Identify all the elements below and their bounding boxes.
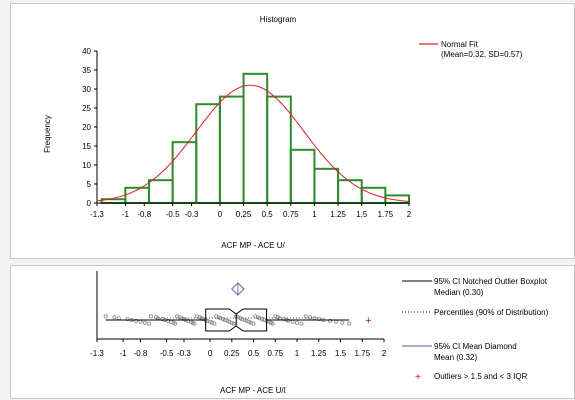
boxplot-point-78 bbox=[334, 319, 339, 324]
boxplot-point-80 bbox=[347, 321, 352, 326]
legend-mean-diamond-label: 95% CI Mean Diamond bbox=[434, 342, 517, 351]
x-tick-label-6: 0.25 bbox=[236, 210, 252, 219]
boxplot-x-tick-label-2: -0.8 bbox=[134, 349, 148, 358]
boxplot-point-53 bbox=[251, 321, 256, 326]
boxplot-x-tick-label-9: 1 bbox=[295, 349, 300, 358]
x-tick-label-8: 0.75 bbox=[283, 210, 299, 219]
boxplot-point-68 bbox=[286, 318, 291, 323]
boxplot-notched-box bbox=[205, 308, 268, 332]
boxplot-x-tick-label-7: 0.5 bbox=[248, 349, 260, 358]
boxplot-point-9 bbox=[148, 314, 153, 319]
boxplot-x-tick-label-5: 0 bbox=[208, 349, 213, 358]
x-tick-label-0: -1.3 bbox=[90, 210, 104, 219]
boxplot-point-35 bbox=[212, 321, 217, 326]
boxplot-point-62 bbox=[270, 321, 275, 326]
x-tick-label-7: 0.5 bbox=[262, 210, 274, 219]
x-tick-label-1: -1 bbox=[122, 210, 130, 219]
boxplot-x-tick-label-4: -0.3 bbox=[177, 349, 191, 358]
legend-normal-fit-label: Normal Fit bbox=[441, 40, 479, 49]
x-tick-label-3: -0.5 bbox=[166, 210, 180, 219]
boxplot-outlier-0: + bbox=[365, 315, 371, 327]
x-tick-label-2: -0.8 bbox=[137, 210, 151, 219]
boxplot-point-26 bbox=[192, 321, 197, 326]
boxplot-point-79 bbox=[340, 320, 345, 325]
x-tick-label-12: 1.75 bbox=[378, 210, 394, 219]
x-tick-label-10: 1.25 bbox=[330, 210, 346, 219]
histogram-bar-2 bbox=[148, 179, 174, 204]
y-axis-label: Frequency bbox=[43, 115, 52, 153]
y-tick-label-2: 10 bbox=[82, 161, 91, 170]
boxplot-point-8 bbox=[147, 321, 152, 326]
histogram-bar-6 bbox=[242, 72, 269, 204]
y-tick-label-0: 0 bbox=[87, 199, 92, 208]
boxplot-body: + bbox=[105, 282, 372, 332]
boxplot-x-axis-label: ACF MP - ACE U/I bbox=[220, 386, 286, 395]
legend-mean-label: Mean (0.32) bbox=[434, 353, 477, 362]
histogram-bar-8 bbox=[289, 148, 316, 205]
boxplot-point-17 bbox=[173, 321, 178, 326]
legend-normal-fit-params: (Mean=0.32, SD=0.57) bbox=[441, 50, 523, 59]
histogram-panel: Histogram Frequency ACF MP - ACE U/ 0 5 10… bbox=[10, 3, 575, 259]
boxplot-point-5 bbox=[134, 318, 139, 323]
legend-boxplot-label: 95% CI Notched Outlier Boxplot bbox=[434, 277, 548, 286]
histogram-bar-3 bbox=[171, 141, 198, 204]
y-tick-label-1: 5 bbox=[87, 180, 92, 189]
boxplot-x-tick-label-6: 0.25 bbox=[224, 349, 240, 358]
boxplot-legend: 95% CI Notched Outlier Boxplot Median (0… bbox=[402, 277, 549, 383]
boxplot-point-77 bbox=[328, 318, 333, 323]
boxplot-point-75 bbox=[316, 317, 321, 322]
boxplot-point-70 bbox=[295, 320, 300, 325]
x-tick-label-9: 1 bbox=[312, 210, 317, 219]
boxplot-point-0 bbox=[103, 314, 108, 319]
boxplot-x-tick-label-8: 0.75 bbox=[267, 349, 283, 358]
boxplot-x-tick-label-0: -1.3 bbox=[90, 349, 104, 358]
boxplot-point-7 bbox=[142, 320, 147, 325]
boxplot-x-tick-label-3: -0.5 bbox=[160, 349, 174, 358]
histogram-bar-7 bbox=[266, 95, 292, 204]
legend-outliers-label: Outliers > 1.5 and < 3 IQR bbox=[434, 372, 528, 381]
y-tick-label-5: 25 bbox=[82, 104, 91, 113]
legend-percentiles-label: Percentiles (90% of Distribution) bbox=[434, 308, 549, 317]
histogram-bar-10 bbox=[337, 179, 363, 204]
boxplot-x-tick-label-1: -1 bbox=[120, 349, 128, 358]
x-tick-label-5: 0 bbox=[218, 210, 223, 219]
histogram-bar-11 bbox=[360, 186, 387, 205]
boxplot-point-6 bbox=[138, 319, 143, 324]
histogram-bar-9 bbox=[313, 167, 340, 205]
boxplot-chart: -1.3 -1 -0.8 -0.5 -0.3 0 0.25 0.5 0.75 1 1.25 1.5 1.… bbox=[90, 271, 549, 395]
x-tick-label-13: 2 bbox=[407, 210, 412, 219]
normal-fit-curve bbox=[96, 84, 410, 202]
boxplot-panel: -1.3 -1 -0.8 -0.5 -0.3 0 0.25 0.5 0.75 1 1.25 1.5 1.… bbox=[10, 265, 575, 399]
boxplot-point-1 bbox=[112, 315, 117, 320]
histogram-bar-4 bbox=[195, 103, 221, 204]
boxplot-x-tick-label-12: 1.75 bbox=[354, 349, 370, 358]
boxplot-point-69 bbox=[290, 319, 295, 324]
legend-outlier-marker: + bbox=[415, 372, 421, 383]
x-tick-label-4: -0.3 bbox=[185, 210, 199, 219]
boxplot-x-tick-label-13: 2 bbox=[382, 349, 387, 358]
y-tick-label-8: 40 bbox=[82, 47, 91, 56]
y-tick-label-7: 35 bbox=[82, 66, 91, 75]
x-axis-label: ACF MP - ACE U/ bbox=[221, 241, 285, 250]
y-tick-label-3: 15 bbox=[82, 142, 91, 151]
boxplot-point-44 bbox=[231, 321, 236, 326]
boxplot-point-73 bbox=[308, 315, 313, 320]
boxplot-point-3 bbox=[125, 317, 130, 322]
histogram-chart: Histogram Frequency ACF MP - ACE U/ 0510… bbox=[43, 15, 523, 250]
boxplot-x-tick-label-11: 1.5 bbox=[335, 349, 347, 358]
boxplot-point-2 bbox=[116, 316, 121, 321]
histogram-legend: Normal Fit (Mean=0.32, SD=0.57) bbox=[419, 40, 523, 59]
boxplot-point-71 bbox=[299, 321, 304, 326]
histogram-bar-5 bbox=[218, 95, 245, 204]
histogram-title: Histogram bbox=[260, 15, 297, 24]
boxplot-axes: -1.3 -1 -0.8 -0.5 -0.3 0 0.25 0.5 0.75 1 1.25 1.5 1.… bbox=[90, 271, 387, 358]
legend-median-label: Median (0.30) bbox=[434, 288, 484, 297]
boxplot-x-tick-label-10: 1.25 bbox=[311, 349, 327, 358]
y-tick-label-6: 30 bbox=[82, 85, 91, 94]
x-tick-label-11: 1.5 bbox=[356, 210, 368, 219]
y-tick-label-4: 20 bbox=[82, 123, 91, 132]
histogram-axes: 0 5 10 15 20 25 30 35 40 -1.3 -1 -0.8 -0.5 -0.3 0 0.25 0… bbox=[82, 47, 412, 219]
